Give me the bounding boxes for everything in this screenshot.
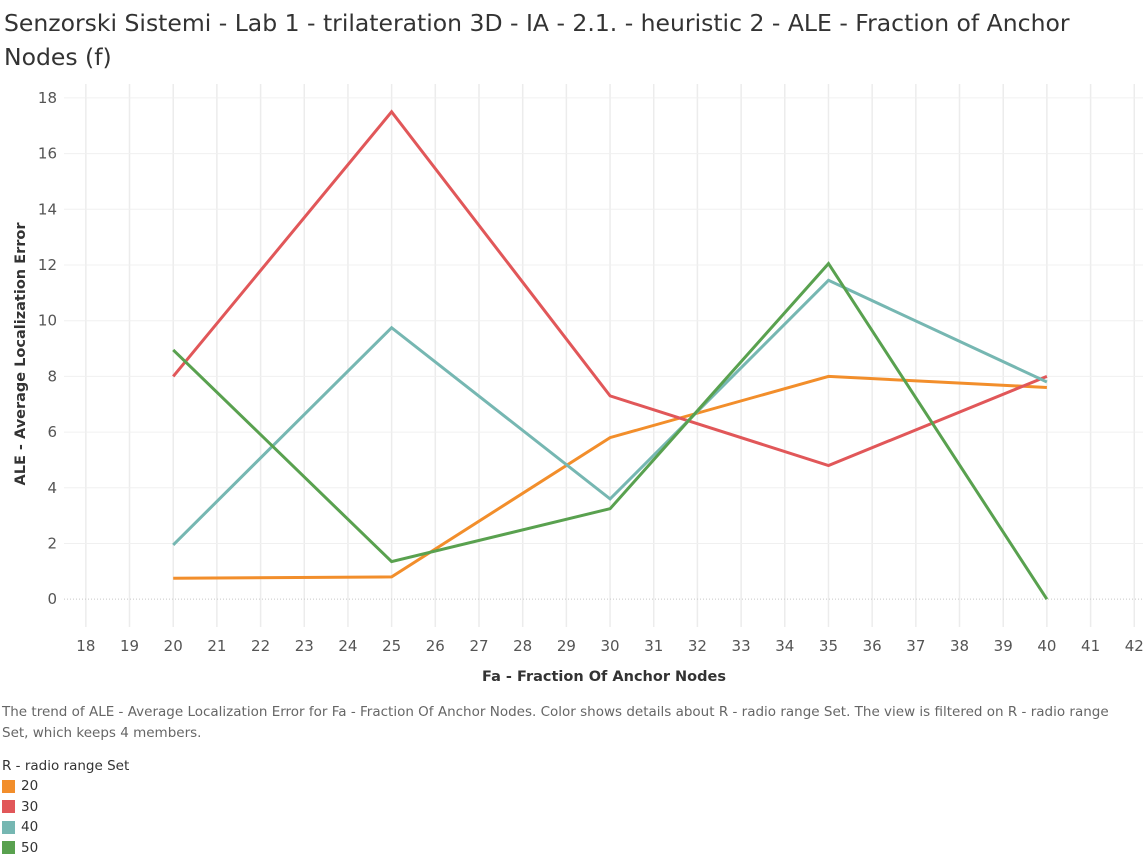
x-tick-label: 38 <box>950 637 969 655</box>
legend-swatch <box>2 820 15 834</box>
legend-swatch <box>2 800 15 814</box>
x-tick-label: 36 <box>863 637 882 655</box>
x-tick-label: 22 <box>251 637 270 655</box>
legend-item-20[interactable]: 20 <box>2 776 129 797</box>
axis-layer: 18 19 20 21 22 23 24 25 26 27 28 29 30 31 32 33 34 35 36 37… <box>38 89 1143 655</box>
y-tick-label: 4 <box>47 479 57 497</box>
x-tick-label: 25 <box>382 637 401 655</box>
x-tick-label: 37 <box>906 637 925 655</box>
x-tick-label: 35 <box>819 637 838 655</box>
x-tick-label: 19 <box>120 637 139 655</box>
x-tick-label: 42 <box>1125 637 1143 655</box>
x-tick-label: 34 <box>775 637 794 655</box>
x-tick-label: 39 <box>994 637 1013 655</box>
series-layer <box>172 109 1049 601</box>
x-tick-label: 27 <box>469 637 488 655</box>
legend-swatch <box>2 779 15 793</box>
y-axis-label: ALE - Average Localization Error <box>13 222 29 486</box>
x-tick-label: 31 <box>644 637 663 655</box>
x-tick-label: 28 <box>513 637 532 655</box>
legend-item-50[interactable]: 50 <box>2 838 129 859</box>
y-tick-label: 2 <box>47 534 57 552</box>
x-tick-label: 40 <box>1037 637 1056 655</box>
x-tick-label: 29 <box>557 637 576 655</box>
y-tick-label: 14 <box>38 200 57 218</box>
y-tick-label: 16 <box>38 145 57 163</box>
y-tick-label: 18 <box>38 89 57 107</box>
legend-item-30[interactable]: 30 <box>2 797 129 818</box>
y-tick-label: 6 <box>47 423 57 441</box>
series-line-50 <box>172 261 1049 601</box>
x-tick-label: 32 <box>688 637 707 655</box>
legend-swatch <box>2 841 15 855</box>
legend-label: 30 <box>21 798 39 815</box>
x-tick-label: 41 <box>1081 637 1100 655</box>
x-tick-label: 23 <box>295 637 314 655</box>
x-tick-label: 20 <box>164 637 183 655</box>
x-tick-label: 33 <box>732 637 751 655</box>
legend: R - radio range Set 20 30 40 50 <box>2 756 129 858</box>
series-line-40 <box>172 278 1048 546</box>
y-tick-label: 8 <box>47 367 57 385</box>
chart-title: Senzorski Sistemi - Lab 1 - trilateratio… <box>4 9 1070 71</box>
x-tick-label: 21 <box>207 637 226 655</box>
chart-caption: The trend of ALE - Average Localization … <box>2 704 1109 741</box>
series-line-30 <box>172 109 1048 468</box>
y-tick-label: 12 <box>38 256 57 274</box>
legend-title: R - radio range Set <box>2 758 130 774</box>
legend-label: 40 <box>21 819 39 836</box>
series-line-20 <box>173 374 1047 580</box>
y-tick-label: 10 <box>38 312 57 330</box>
y-tick-label: 0 <box>47 590 57 608</box>
legend-label: 20 <box>21 778 39 795</box>
line-chart: 18 19 20 21 22 23 24 25 26 27 28 29 30 31 32 33 34 35 36 37… <box>13 84 1143 685</box>
legend-item-40[interactable]: 40 <box>2 817 129 838</box>
legend-label: 50 <box>21 839 39 856</box>
x-tick-label: 18 <box>76 637 95 655</box>
grid-layer <box>64 84 1143 627</box>
x-axis-label: Fa - Fraction Of Anchor Nodes <box>482 669 726 685</box>
x-tick-label: 30 <box>601 637 620 655</box>
x-tick-label: 24 <box>338 637 357 655</box>
x-tick-label: 26 <box>426 637 445 655</box>
